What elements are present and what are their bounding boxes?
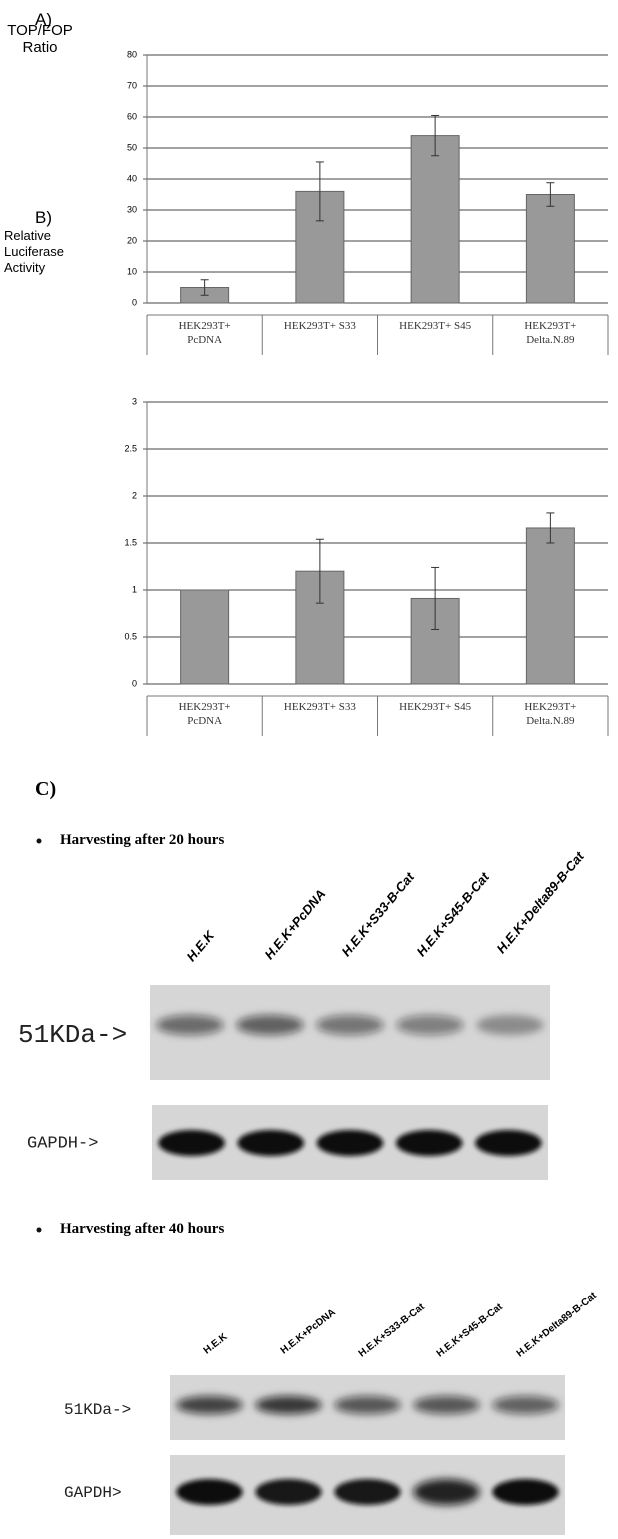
y-tick-label: 40 [127,173,137,183]
blot-band [413,1479,479,1505]
lane-label: H.E.K+PcDNA [261,886,328,962]
y-tick-label: 50 [127,142,137,152]
blot-band [176,1396,242,1414]
y-axis-label: TOP/FOP Ratio [0,22,80,56]
y-axis-label: Relative Luciferase Activity [4,228,82,276]
blot-band [334,1396,400,1414]
y-tick-label: 3 [132,396,137,406]
x-tick-label: HEK293T+ S45 [395,319,475,333]
blot-band [492,1396,558,1414]
lane-label: H.E.K+PcDNA [279,1307,338,1357]
x-tick-label: HEK293T+ PcDNA [165,700,245,728]
y-tick-label: 80 [127,49,137,59]
figure-canvas: 0 10 20 30 40 50 60 70 80 0 0.5 1 1.5 2 2.5 3 H.E.K H.E.K… [0,0,618,1539]
blot-band [158,1130,225,1156]
blot-band [176,1479,242,1505]
lane-label: H.E.K+S45-B-Cat [435,1301,506,1360]
y-tick-label: 0 [132,297,137,307]
x-tick-label: HEK293T+ PcDNA [165,319,245,347]
x-tick-label: HEK293T+ S33 [280,319,360,333]
lane-label: H.E.K+Delta89-B-Cat [493,848,587,956]
x-tick-label: HEK293T+ Delta.N.89 [510,319,590,347]
bar [526,528,574,684]
blot-row-label: 51KDa-> [64,1401,131,1419]
blot-band [492,1479,558,1505]
blot-band [475,1130,542,1156]
y-tick-label: 1.5 [124,537,137,547]
y-tick-label: 20 [127,235,137,245]
x-tick-label: HEK293T+ S45 [395,700,475,714]
blot-band [316,1015,383,1035]
blot-band [396,1015,463,1035]
panel-label: C) [35,778,56,801]
lane-label: H.E.K [183,927,218,964]
bullet [37,839,42,844]
y-tick-label: 2 [132,490,137,500]
lane-label: H.E.K+S45-B-Cat [413,869,492,959]
blot-band [255,1479,321,1505]
blot-row-label: GAPDH> [64,1484,122,1502]
blot-band [317,1130,384,1156]
blot-band [236,1015,303,1035]
y-tick-label: 0.5 [124,631,137,641]
y-tick-label: 70 [127,80,137,90]
blot-band [334,1479,400,1505]
blot-band [413,1396,479,1414]
bar [526,195,574,304]
y-tick-label: 60 [127,111,137,121]
y-tick-label: 1 [132,584,137,594]
x-tick-label: HEK293T+ S33 [280,700,360,714]
blot-heading: Harvesting after 40 hours [60,1221,224,1238]
blot-band [476,1015,543,1035]
bullet [37,1228,42,1233]
lane-label: H.E.K+S33-B-Cat [357,1301,428,1360]
y-tick-label: 0 [132,678,137,688]
lane-label: H.E.K+Delta89-B-Cat [515,1290,600,1359]
blot-band [238,1130,305,1156]
bar [181,590,229,684]
figure: 0 10 20 30 40 50 60 70 80 0 0.5 1 1.5 2 2.5 3 H.E.K H.E.K… [0,0,618,1539]
y-tick-label: 2.5 [124,443,137,453]
y-tick-label: 30 [127,204,137,214]
blot-heading: Harvesting after 20 hours [60,832,224,849]
blot-band [396,1130,463,1156]
lane-label: H.E.K [202,1331,230,1357]
x-tick-label: HEK293T+ Delta.N.89 [510,700,590,728]
bar [411,136,459,303]
lane-label: H.E.K+S33-B-Cat [338,869,417,959]
panel-label: B) [35,208,52,228]
blot-band [156,1015,223,1035]
blot-band [255,1396,321,1414]
y-tick-label: 10 [127,266,137,276]
blot-row-label: 51KDa-> [18,1020,127,1050]
blot-row-label: GAPDH-> [27,1134,98,1153]
